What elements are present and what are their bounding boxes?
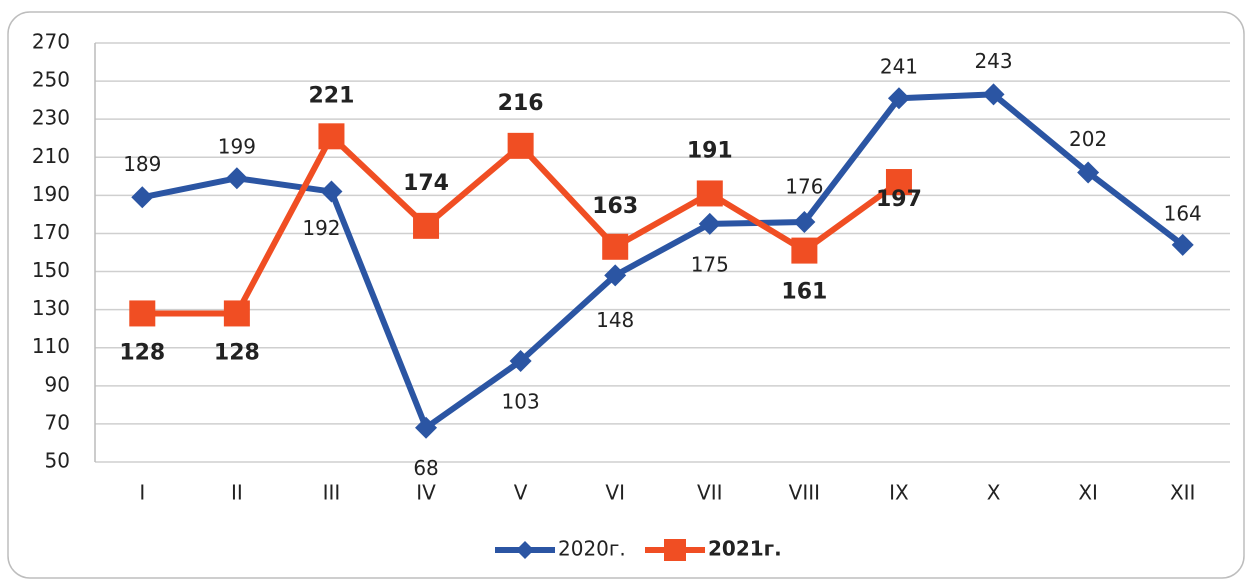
data-label: 191 <box>687 138 733 163</box>
series-line <box>141 91 1185 431</box>
y-tick-label: 270 <box>32 30 70 54</box>
data-label: 68 <box>413 456 438 480</box>
data-label: 174 <box>403 171 449 196</box>
legend-label: 2021г. <box>708 537 782 561</box>
y-tick-label: 90 <box>45 372 70 396</box>
marker <box>507 132 534 159</box>
data-label: 128 <box>119 340 165 365</box>
x-tick-label: XII <box>1170 481 1196 505</box>
data-label: 128 <box>214 340 260 365</box>
x-tick-label: IX <box>889 481 909 505</box>
y-tick-label: 150 <box>32 258 70 282</box>
data-label: 221 <box>308 83 354 108</box>
y-tick-label: 50 <box>45 449 70 473</box>
y-tick-label: 250 <box>32 68 70 92</box>
data-label: 241 <box>880 55 918 79</box>
x-tick-label: II <box>231 481 243 505</box>
data-label: 189 <box>123 152 161 176</box>
chart-frame <box>7 11 1245 579</box>
marker <box>223 300 250 327</box>
data-label: 202 <box>1069 127 1107 151</box>
x-tick-label: VIII <box>789 481 820 505</box>
y-tick-label: 170 <box>32 220 70 244</box>
data-label: 199 <box>218 135 256 159</box>
marker <box>885 169 912 196</box>
data-label: 176 <box>785 175 823 199</box>
x-tick-label: XI <box>1078 481 1098 505</box>
legend-marker <box>664 539 686 561</box>
data-label: 197 <box>876 187 922 212</box>
y-tick-label: 230 <box>32 106 70 130</box>
marker <box>793 211 816 234</box>
marker <box>318 123 345 150</box>
data-label: 243 <box>974 49 1012 73</box>
data-label: 148 <box>596 308 634 332</box>
y-tick-label: 210 <box>32 144 70 168</box>
x-tick-label: V <box>514 481 528 505</box>
x-tick-label: VI <box>605 481 625 505</box>
x-tick-label: X <box>987 481 1001 505</box>
y-tick-label: 70 <box>45 410 70 434</box>
marker <box>698 212 721 235</box>
legend-label: 2020г. <box>558 537 626 561</box>
marker <box>320 180 343 203</box>
y-tick-label: 110 <box>32 334 70 358</box>
data-label: 175 <box>691 252 729 276</box>
x-tick-label: VII <box>697 481 722 505</box>
data-label: 103 <box>502 390 540 414</box>
marker <box>509 350 532 373</box>
marker <box>791 237 818 264</box>
data-label: 163 <box>592 194 638 219</box>
legend-marker <box>516 541 534 559</box>
marker <box>1077 161 1100 184</box>
marker <box>129 300 156 327</box>
marker <box>696 180 723 207</box>
data-label: 216 <box>498 91 544 116</box>
data-label: 192 <box>302 216 340 240</box>
marker <box>1171 233 1194 256</box>
marker <box>982 83 1005 106</box>
marker <box>887 87 910 110</box>
marker <box>604 264 627 287</box>
marker <box>415 416 438 439</box>
marker <box>225 167 248 190</box>
x-tick-label: I <box>139 481 145 505</box>
x-tick-label: IV <box>416 481 436 505</box>
data-label: 161 <box>781 280 827 305</box>
y-tick-label: 130 <box>32 296 70 320</box>
x-tick-label: III <box>323 481 341 505</box>
marker <box>131 186 154 209</box>
marker <box>602 233 629 260</box>
y-tick-label: 190 <box>32 182 70 206</box>
marker <box>413 212 440 239</box>
data-label: 164 <box>1164 201 1202 225</box>
